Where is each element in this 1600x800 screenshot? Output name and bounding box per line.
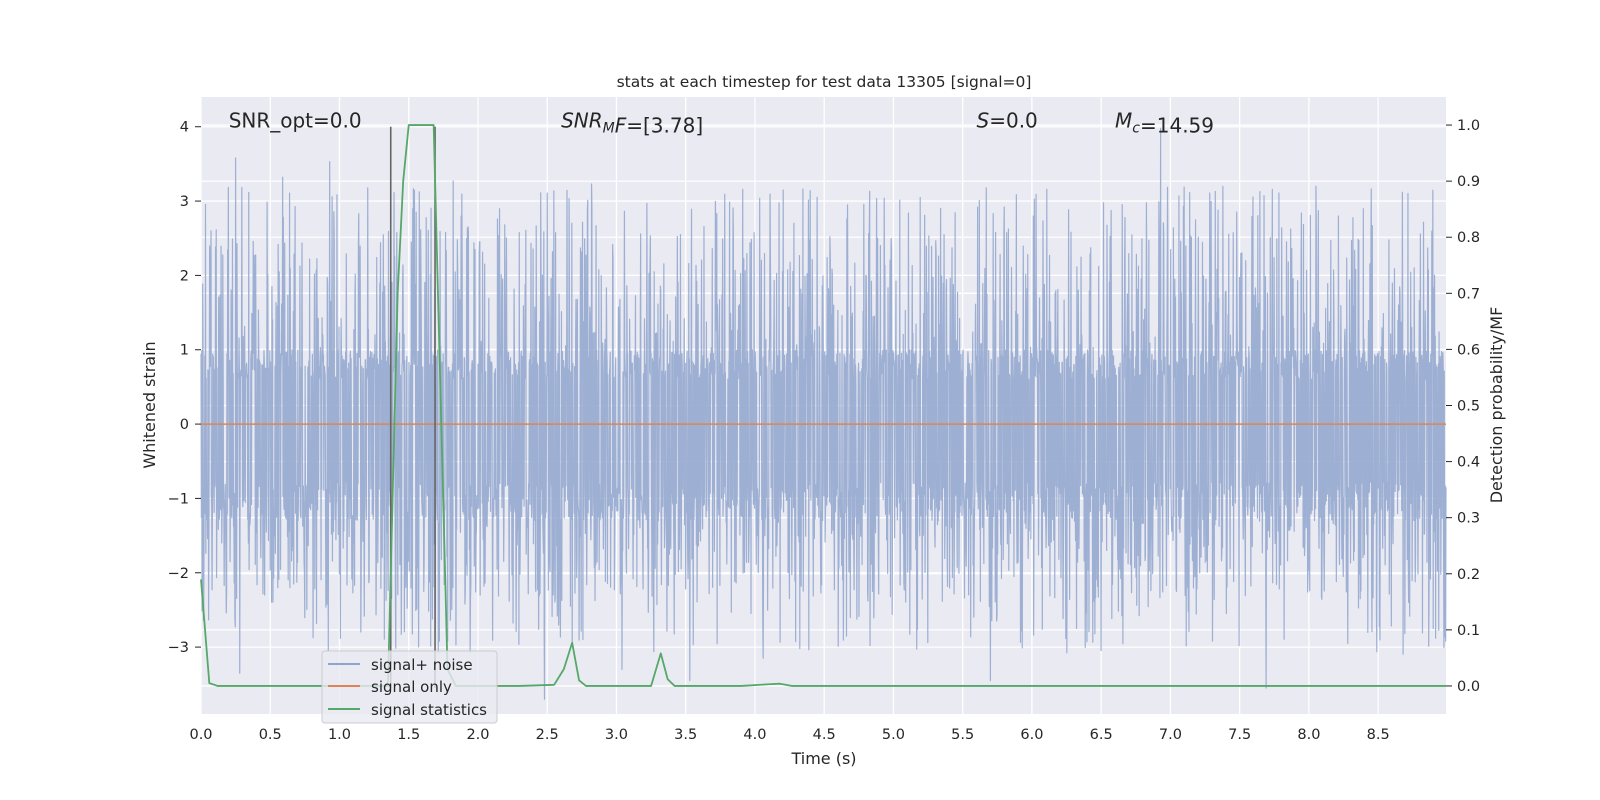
annotation-text: F: [615, 113, 627, 137]
legend-label-signal-statistics: signal statistics: [371, 701, 487, 719]
y-tick-label: 2: [180, 268, 189, 284]
y2-tick-label: 0.5: [1457, 399, 1480, 415]
annotation-text: S: [977, 108, 990, 132]
x-tick-label: 7.0: [1159, 727, 1182, 743]
y2-tick-label: 0.1: [1457, 623, 1480, 639]
legend-label-signal-only: signal only: [371, 678, 452, 696]
annotation-text: SNR_opt=0.0: [229, 108, 362, 132]
y-tick-label: −3: [168, 640, 189, 656]
x-tick-label: 7.5: [1228, 727, 1251, 743]
x-tick-label: 8.5: [1367, 727, 1390, 743]
legend-label-signal-noise: signal+ noise: [371, 656, 473, 674]
x-tick-label: 3.5: [674, 727, 697, 743]
x-tick-label: 5.5: [951, 727, 974, 743]
y2-tick-label: 0.8: [1457, 230, 1480, 246]
x-tick-label: 4.5: [813, 727, 836, 743]
annotation-text: =14.59: [1140, 113, 1214, 137]
x-tick-label: 6.5: [1090, 727, 1113, 743]
y2-tick-label: 0.7: [1457, 286, 1480, 302]
annotation-chirp-mass: Mc=14.59: [1115, 108, 1214, 137]
annotation-s-stat: S=0.0: [977, 108, 1038, 132]
y2-tick-label: 0.6: [1457, 342, 1480, 358]
annotation-text: SNR: [561, 108, 603, 132]
legend: signal+ noise signal only signal statist…: [321, 650, 498, 724]
x-tick-label: 2.5: [536, 727, 559, 743]
x-tick-label: 4.0: [743, 727, 766, 743]
series-signal-noise: [200, 127, 1447, 700]
axis-ticks: 0.0 0.5 1.0 1.5 2.0 2.5 3.0 3.5 4.0 4.5 5.0 5.5 6.0 6…: [168, 118, 1480, 743]
y-tick-label: −2: [168, 566, 189, 582]
y-tick-label: 3: [180, 194, 189, 210]
annotation-snr-mf: SNRMF=[3.78]: [561, 108, 703, 137]
series-line-signal-noise: [200, 127, 1447, 700]
x-tick-label: 6.0: [1020, 727, 1043, 743]
y-tick-label: 0: [180, 417, 189, 433]
x-tick-label: 1.0: [328, 727, 351, 743]
y2-axis-label: Detection probability/MF: [1487, 307, 1506, 504]
chart-title: stats at each timestep for test data 133…: [617, 73, 1032, 91]
y-tick-label: −1: [168, 491, 189, 507]
y-tick-label: 1: [180, 343, 189, 359]
annotation-text: M: [1115, 108, 1132, 132]
y2-tick-label: 1.0: [1457, 118, 1480, 134]
x-axis-label: Time (s): [790, 749, 856, 768]
annotation-text: =[3.78]: [626, 113, 703, 137]
y2-tick-label: 0.9: [1457, 174, 1480, 190]
y2-tick-label: 0.2: [1457, 567, 1480, 583]
x-tick-label: 5.0: [882, 727, 905, 743]
y-tick-label: 4: [180, 120, 189, 136]
x-tick-label: 2.0: [466, 727, 489, 743]
y-axis-label: Whitened strain: [140, 341, 159, 468]
x-tick-label: 0.0: [189, 727, 212, 743]
annotation-text: M: [603, 120, 615, 136]
y2-tick-label: 0.3: [1457, 511, 1480, 527]
y2-tick-label: 0.4: [1457, 455, 1480, 471]
y2-tick-label: 0.0: [1457, 679, 1480, 695]
annotation-text: c: [1132, 120, 1140, 136]
annotations: SNR_opt=0.0 SNRMF=[3.78] S=0.0 Mc=14.59: [229, 108, 1214, 137]
x-tick-label: 3.0: [605, 727, 628, 743]
legend-box: [321, 650, 498, 724]
annotation-text: =0.0: [989, 108, 1038, 132]
x-tick-label: 8.0: [1297, 727, 1320, 743]
annotation-snr-opt: SNR_opt=0.0: [229, 108, 362, 132]
x-tick-label: 0.5: [259, 727, 282, 743]
x-tick-label: 1.5: [397, 727, 420, 743]
